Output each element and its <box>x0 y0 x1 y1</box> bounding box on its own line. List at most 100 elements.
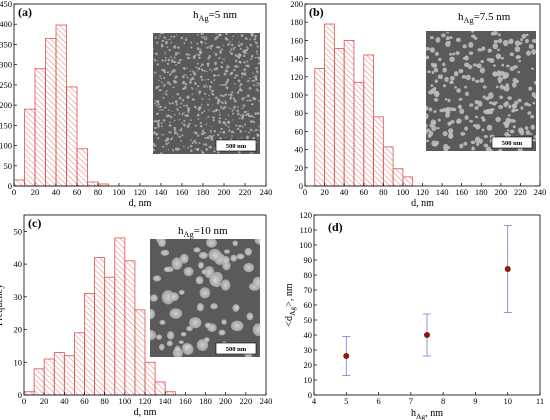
sem-particle <box>208 248 222 261</box>
sem-particle <box>256 90 259 92</box>
sem-particle <box>481 118 486 122</box>
sem-particle <box>442 67 447 73</box>
histogram-bar <box>87 181 99 187</box>
sem-particle <box>239 86 242 88</box>
sem-particle <box>176 92 180 96</box>
sem-particle <box>255 41 258 45</box>
thickness-annotation: hAg=5 nm <box>193 9 238 23</box>
x-tick-label: 100 <box>113 187 126 197</box>
sem-particle <box>248 131 251 134</box>
sem-particle <box>253 84 256 87</box>
sem-particle <box>487 148 493 151</box>
sem-particle <box>220 106 223 109</box>
sem-particle <box>477 48 483 52</box>
sem-particle <box>442 62 446 67</box>
sem-particle <box>464 126 469 131</box>
sem-particle <box>200 33 204 36</box>
sem-particle <box>220 127 223 130</box>
x-tick-label: 10 <box>503 396 512 406</box>
sem-particle <box>257 62 260 65</box>
sem-particle <box>211 82 213 84</box>
sem-particle <box>154 102 157 105</box>
sem-particle <box>444 76 449 82</box>
y-tick-label: 100 <box>299 240 312 250</box>
sem-particle <box>506 119 509 123</box>
sem-particle <box>187 147 189 149</box>
sem-particle <box>232 97 236 100</box>
sem-particle <box>176 133 179 136</box>
sem-particle <box>240 42 244 46</box>
sem-particle <box>252 96 256 101</box>
sem-particle <box>217 98 221 102</box>
sem-particle <box>241 117 244 120</box>
sem-particle <box>173 56 176 59</box>
data-point <box>424 332 430 338</box>
sem-particle <box>533 135 536 139</box>
sem-particle <box>468 51 474 56</box>
sem-particle <box>521 33 527 39</box>
sem-particle <box>520 38 523 42</box>
sem-particle <box>190 73 192 76</box>
y-tick-label: 150 <box>0 120 12 130</box>
sem-particle <box>223 249 230 254</box>
sem-particle <box>533 81 536 85</box>
sem-particle <box>182 87 185 91</box>
sem-particle <box>220 131 222 133</box>
sem-particle <box>156 60 159 62</box>
sem-particle <box>157 124 160 128</box>
sem-particle <box>456 118 462 124</box>
sem-particle <box>157 123 159 126</box>
sem-particle <box>233 49 235 51</box>
sem-particle <box>165 90 168 92</box>
y-tick-label: 120 <box>290 72 303 82</box>
x-axis-label-prefix: h <box>411 408 416 419</box>
y-axis-label-prefix: <d <box>284 316 295 327</box>
sem-particle <box>213 129 216 133</box>
sem-particle <box>158 343 165 351</box>
x-tick-label: 8 <box>441 396 445 406</box>
sem-particle <box>187 107 190 109</box>
sem-particle <box>219 137 223 140</box>
sem-particle <box>208 98 211 100</box>
sem-particle <box>204 136 207 139</box>
sem-particle <box>252 115 255 118</box>
sem-particle <box>531 67 534 70</box>
sem-particle <box>246 60 249 63</box>
sem-particle <box>178 52 181 54</box>
sem-particle <box>152 275 162 282</box>
x-tick-label: 240 <box>260 187 273 197</box>
sem-particle <box>250 57 253 60</box>
sem-particle <box>204 322 212 329</box>
x-axis-label: d, nm <box>134 407 157 418</box>
sem-particle <box>448 122 452 125</box>
sem-particle <box>169 121 171 124</box>
sem-particle <box>167 101 170 103</box>
sem-particle <box>224 83 227 87</box>
sem-particle <box>530 114 535 119</box>
y-tick-label: 0 <box>18 390 22 400</box>
sem-particle <box>254 112 257 116</box>
sem-particle <box>156 100 159 103</box>
sem-particle <box>251 120 254 123</box>
sem-particle <box>426 113 429 120</box>
sem-particle <box>182 81 185 85</box>
sem-particle <box>193 139 197 143</box>
sem-particle <box>158 239 166 248</box>
sem-particle <box>168 124 172 127</box>
sem-particle <box>251 79 253 82</box>
sem-particle <box>441 33 446 38</box>
sem-particle <box>153 95 154 97</box>
sem-particle <box>168 83 171 85</box>
sem-particle <box>201 269 207 275</box>
sem-particle <box>527 111 532 115</box>
sem-particle <box>153 58 155 60</box>
sem-particle <box>240 62 242 64</box>
sem-particle <box>180 331 187 337</box>
sem-particle <box>243 68 247 72</box>
sem-particle <box>237 65 239 68</box>
sem-particle <box>168 48 171 52</box>
sem-particle <box>239 89 243 92</box>
sem-particle <box>164 107 167 109</box>
sem-particle <box>493 39 499 44</box>
sem-particle <box>234 99 237 103</box>
